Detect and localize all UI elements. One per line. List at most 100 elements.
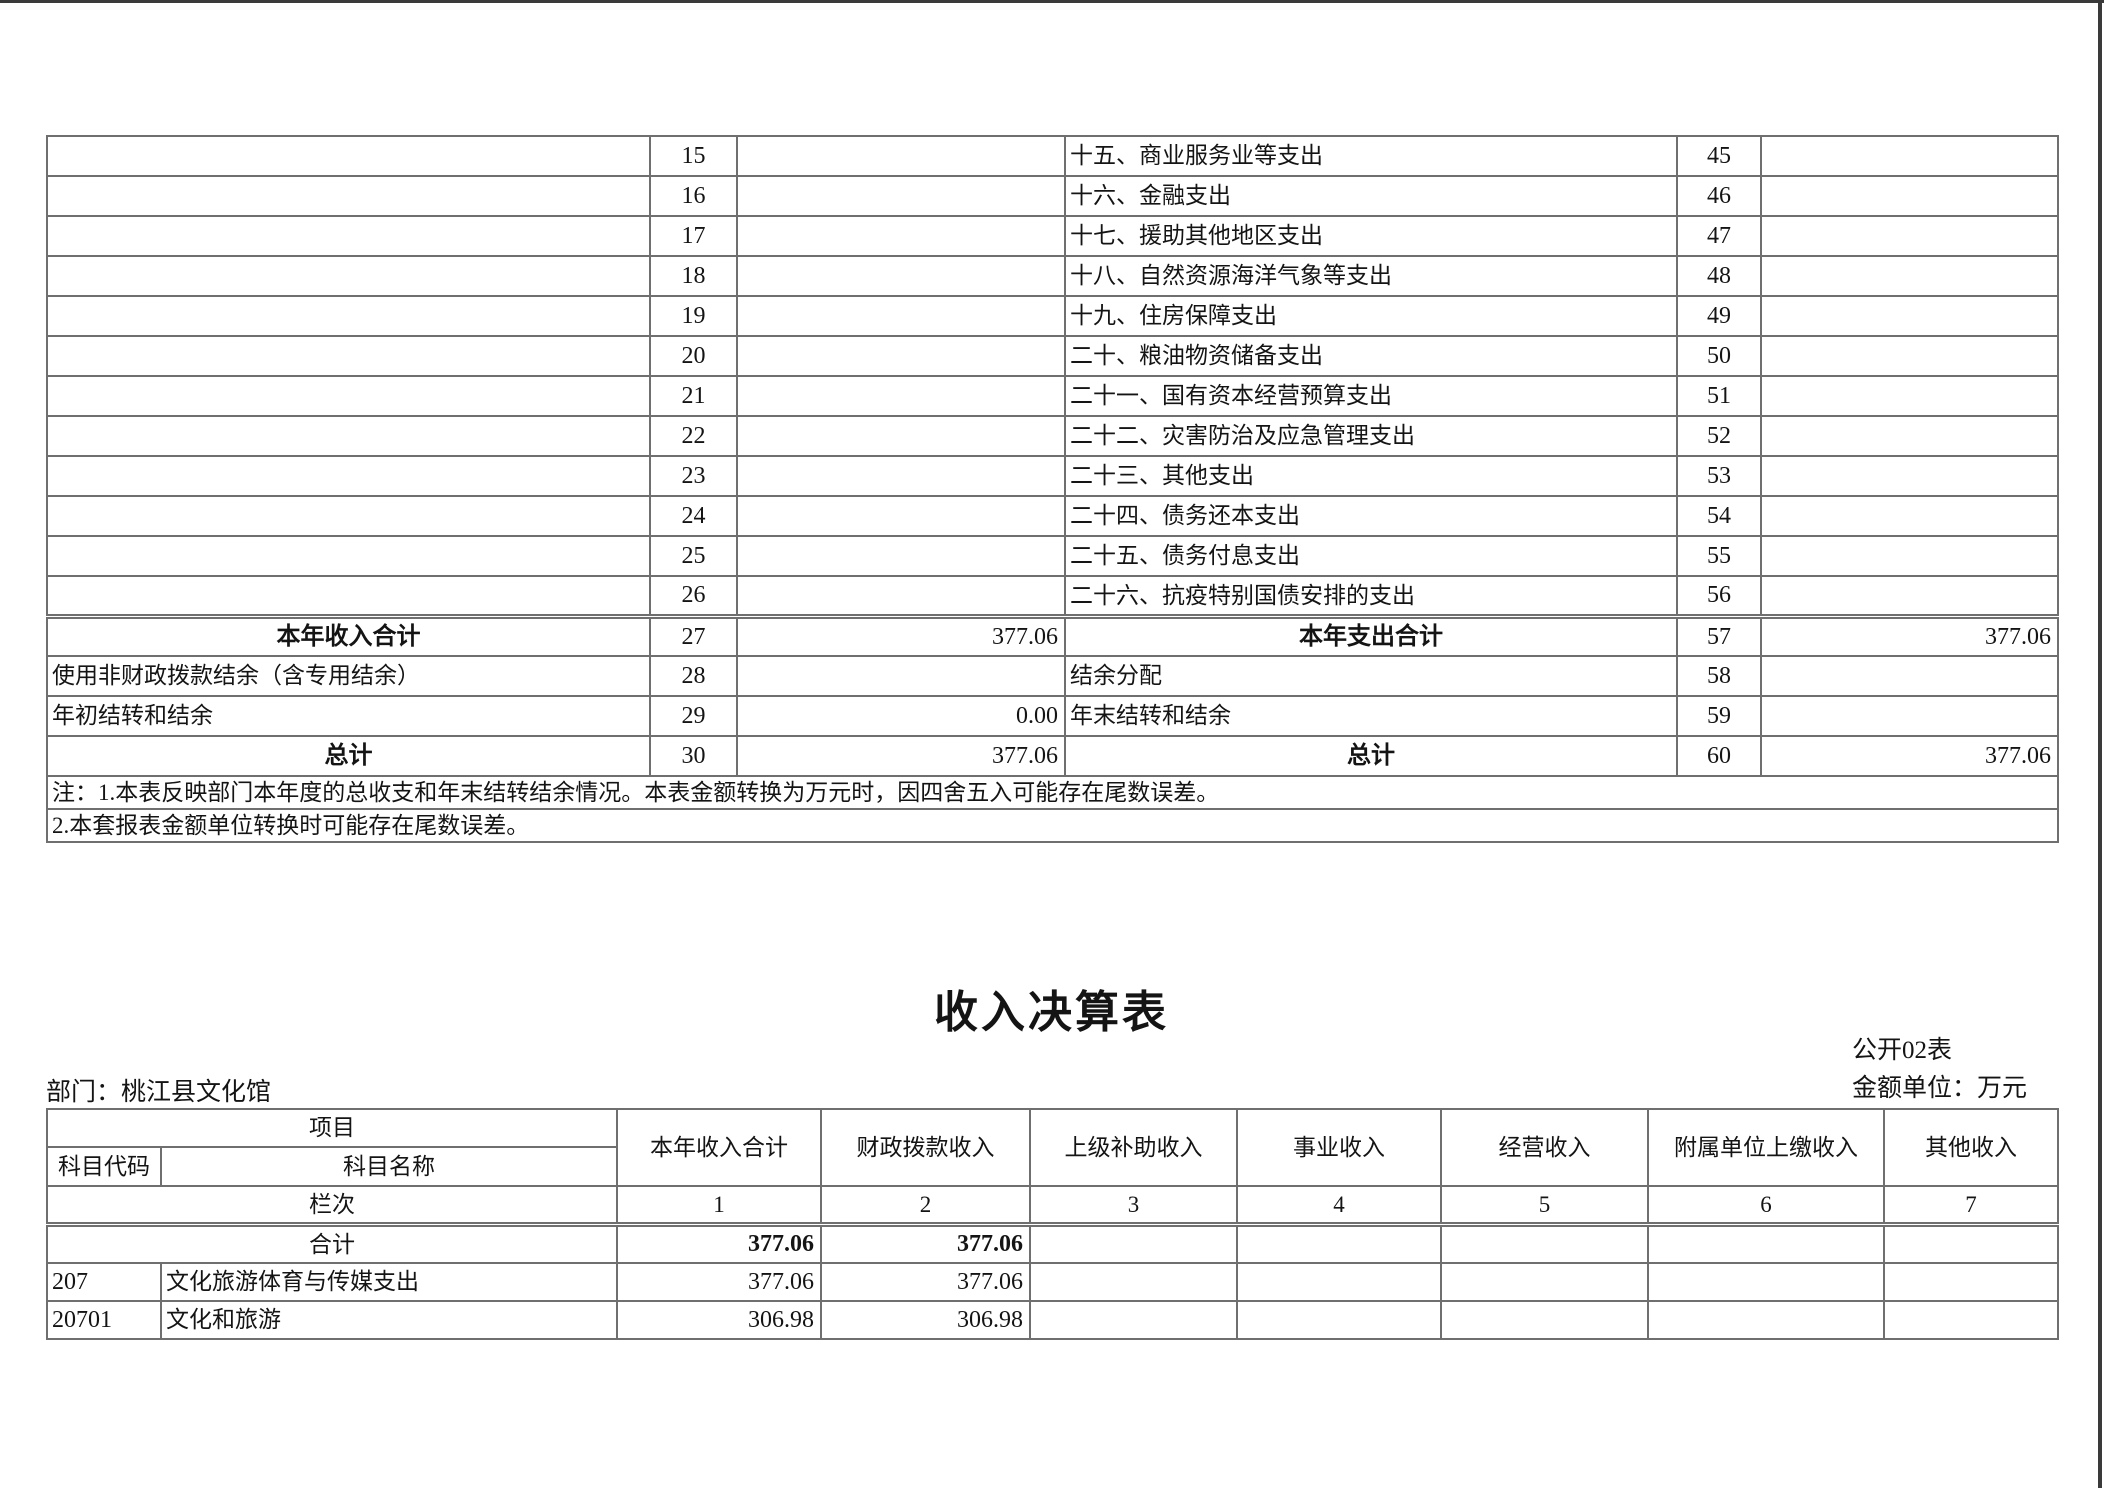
summary-value-left (736, 655, 1066, 697)
income-line-no: 25 (649, 535, 738, 577)
summary-value-right (1760, 695, 2059, 737)
balance-row: 15 十五、商业服务业等支出 45 (46, 135, 2059, 177)
income-item-cell (46, 335, 651, 377)
table-note-row: 2.本套报表金额单位转换时可能存在尾数误差。 (46, 808, 2059, 843)
expense-value (1760, 295, 2059, 337)
expense-value (1760, 535, 2059, 577)
header-subject-name: 科目名称 (160, 1146, 618, 1187)
amount-cell: 306.98 (820, 1300, 1031, 1340)
amount-cell: 377.06 (616, 1221, 822, 1264)
amount-cell (1236, 1262, 1442, 1302)
balance-row: 26 二十六、抗疫特别国债安排的支出 56 (46, 575, 2059, 617)
expense-item-cell: 二十、粮油物资储备支出 (1064, 335, 1678, 377)
summary-line-no-left: 28 (649, 655, 738, 697)
amount-cell (1647, 1221, 1885, 1264)
summary-line-no-left: 27 (649, 613, 738, 657)
expense-item-cell: 十九、住房保障支出 (1064, 295, 1678, 337)
doc-number-label: 公开02表 (1852, 1037, 1953, 1064)
summary-line-no-right: 60 (1676, 735, 1762, 777)
expense-line-no: 46 (1676, 175, 1762, 217)
header-col-other-income: 其他收入 (1883, 1108, 2059, 1187)
income-value (736, 215, 1066, 257)
expense-value (1760, 455, 2059, 497)
expense-item-cell: 十六、金融支出 (1064, 175, 1678, 217)
header-col-affiliate-payment: 附属单位上缴收入 (1647, 1108, 1885, 1187)
summary-line-no-left: 29 (649, 695, 738, 737)
summary-value-left: 0.00 (736, 695, 1066, 737)
header-project: 项目 (46, 1108, 618, 1148)
header-col-fiscal-appropriation: 财政拨款收入 (820, 1108, 1031, 1187)
income-item-cell (46, 535, 651, 577)
col-number: 2 (820, 1185, 1031, 1225)
balance-row: 20 二十、粮油物资储备支出 50 (46, 335, 2059, 377)
expense-item-cell: 二十五、债务付息支出 (1064, 535, 1678, 577)
amount-cell (1647, 1262, 1885, 1302)
summary-value-left: 377.06 (736, 613, 1066, 657)
balance-summary-row: 使用非财政拨款结余（含专用结余） 28 结余分配 58 (46, 655, 2059, 697)
expense-line-no: 50 (1676, 335, 1762, 377)
income-statement-table: 项目 本年收入合计 财政拨款收入 上级补助收入 事业收入 经营收入 附属单位上缴… (46, 1108, 2059, 1340)
income-line-no: 19 (649, 295, 738, 337)
page-top-edge-line (0, 0, 2104, 3)
subject-name-cell: 文化和旅游 (160, 1300, 618, 1340)
amount-cell: 377.06 (820, 1262, 1031, 1302)
subject-code-cell: 207 (46, 1262, 162, 1302)
expense-item-cell: 十五、商业服务业等支出 (1064, 135, 1678, 177)
expense-line-no: 56 (1676, 575, 1762, 617)
summary-line-no-left: 30 (649, 735, 738, 777)
amount-cell (1236, 1221, 1442, 1264)
summary-label-right: 本年支出合计 (1064, 613, 1678, 657)
summary-label-left: 年初结转和结余 (46, 695, 651, 737)
summary-label-left: 使用非财政拨款结余（含专用结余） (46, 655, 651, 697)
income-value (736, 575, 1066, 617)
summary-line-no-right: 58 (1676, 655, 1762, 697)
balance-table-body: 15 十五、商业服务业等支出 45 16 十六、金融支出 46 17 十七、援助其他地区支出 4… (46, 135, 2059, 777)
income-line-no: 16 (649, 175, 738, 217)
col-number: 4 (1236, 1185, 1442, 1225)
amount-cell (1029, 1221, 1238, 1264)
summary-value-right (1760, 655, 2059, 697)
income-item-cell (46, 135, 651, 177)
header-lanci: 栏次 (46, 1185, 618, 1225)
header-col-business-income: 经营收入 (1440, 1108, 1649, 1187)
amount-cell (1236, 1300, 1442, 1340)
summary-line-no-right: 59 (1676, 695, 1762, 737)
income-line-no: 15 (649, 135, 738, 177)
income-value (736, 535, 1066, 577)
balance-row: 17 十七、援助其他地区支出 47 (46, 215, 2059, 257)
header-col-operating-income: 事业收入 (1236, 1108, 1442, 1187)
balance-summary-table: 15 十五、商业服务业等支出 45 16 十六、金融支出 46 17 十七、援助其他地区支出 4… (46, 135, 2059, 843)
expense-line-no: 53 (1676, 455, 1762, 497)
income-line-no: 23 (649, 455, 738, 497)
expense-item-cell: 二十二、灾害防治及应急管理支出 (1064, 415, 1678, 457)
department-label: 部门：桃江县文化馆 (46, 1079, 272, 1106)
table-note-row: 注：1.本表反映部门本年度的总收支和年末结转结余情况。本表金额转换为万元时，因四… (46, 775, 2059, 810)
balance-row: 21 二十一、国有资本经营预算支出 51 (46, 375, 2059, 417)
balance-row: 19 十九、住房保障支出 49 (46, 295, 2059, 337)
expense-line-no: 51 (1676, 375, 1762, 417)
balance-row: 16 十六、金融支出 46 (46, 175, 2059, 217)
header-row-lanci: 栏次 1 2 3 4 5 6 7 (46, 1185, 2059, 1225)
income-value (736, 495, 1066, 537)
summary-label-left: 本年收入合计 (46, 613, 651, 657)
amount-cell (1883, 1221, 2059, 1264)
income-line-no: 26 (649, 575, 738, 617)
income-line-no: 17 (649, 215, 738, 257)
income-statement-row: 207 文化旅游体育与传媒支出 377.06 377.06 (46, 1262, 2059, 1302)
summary-label-right: 总计 (1064, 735, 1678, 777)
expense-value (1760, 255, 2059, 297)
income-value (736, 295, 1066, 337)
income-item-cell (46, 175, 651, 217)
income-item-cell (46, 575, 651, 617)
summary-value-right: 377.06 (1760, 735, 2059, 777)
income-line-no: 24 (649, 495, 738, 537)
expense-value (1760, 495, 2059, 537)
expense-line-no: 49 (1676, 295, 1762, 337)
income-value (736, 175, 1066, 217)
balance-row: 23 二十三、其他支出 53 (46, 455, 2059, 497)
header-col-superior-subsidy: 上级补助收入 (1029, 1108, 1238, 1187)
expense-line-no: 47 (1676, 215, 1762, 257)
col-number: 7 (1883, 1185, 2059, 1225)
header-col-total-income: 本年收入合计 (616, 1108, 822, 1187)
expense-value (1760, 175, 2059, 217)
